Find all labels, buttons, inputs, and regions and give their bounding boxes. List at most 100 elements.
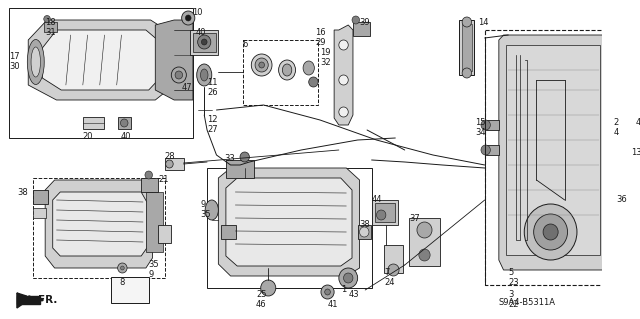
Bar [44, 22, 58, 32]
Text: 14: 14 [478, 18, 488, 27]
Bar [632, 150, 640, 172]
Polygon shape [52, 192, 147, 256]
Text: 5
23: 5 23 [508, 268, 519, 287]
Polygon shape [499, 35, 612, 270]
Bar [207, 168, 372, 288]
Bar [384, 245, 403, 273]
Ellipse shape [282, 64, 292, 76]
Circle shape [481, 120, 490, 130]
Text: 38: 38 [360, 220, 371, 229]
Circle shape [120, 266, 124, 270]
Circle shape [324, 289, 330, 295]
Text: 11
26: 11 26 [207, 78, 218, 97]
Circle shape [616, 120, 626, 130]
Ellipse shape [196, 64, 212, 86]
Polygon shape [218, 168, 360, 276]
Bar [353, 22, 370, 36]
Text: 44: 44 [372, 195, 382, 204]
Circle shape [339, 40, 348, 50]
Polygon shape [42, 30, 160, 90]
Circle shape [632, 122, 640, 138]
Circle shape [120, 119, 128, 127]
Circle shape [616, 145, 626, 155]
Circle shape [524, 204, 577, 260]
Text: 28: 28 [164, 152, 175, 161]
Text: S9A4-B5311A: S9A4-B5311A [499, 298, 556, 307]
Text: 9
35: 9 35 [200, 200, 211, 219]
Text: 42: 42 [636, 118, 640, 127]
Text: 12
27: 12 27 [207, 115, 218, 134]
Ellipse shape [200, 69, 208, 81]
Circle shape [202, 39, 207, 45]
Bar [111, 277, 148, 303]
Bar [374, 203, 396, 222]
Text: 25
46: 25 46 [256, 290, 267, 309]
Circle shape [198, 35, 211, 49]
Bar [621, 207, 628, 221]
Polygon shape [17, 293, 28, 308]
Polygon shape [334, 25, 353, 125]
Circle shape [636, 142, 640, 154]
Text: 10: 10 [192, 8, 202, 17]
Text: 39: 39 [360, 18, 370, 27]
Ellipse shape [28, 40, 44, 85]
Ellipse shape [205, 200, 218, 220]
Bar [243, 40, 318, 105]
Bar [118, 117, 131, 129]
Ellipse shape [259, 62, 264, 68]
Text: 15
34: 15 34 [476, 118, 486, 137]
Text: 35
9: 35 9 [148, 260, 159, 279]
Circle shape [44, 16, 51, 23]
Bar [462, 24, 472, 71]
Text: 19
32: 19 32 [320, 48, 331, 67]
Text: 43: 43 [348, 290, 359, 299]
Circle shape [339, 75, 348, 85]
Circle shape [618, 193, 630, 207]
Bar [158, 225, 172, 243]
Text: 13: 13 [630, 148, 640, 157]
Text: 20: 20 [83, 132, 93, 141]
Bar [141, 178, 158, 192]
Circle shape [481, 145, 490, 155]
Polygon shape [28, 20, 174, 100]
Text: 41: 41 [328, 300, 338, 309]
Circle shape [182, 11, 195, 25]
Bar [358, 225, 371, 239]
Bar [486, 145, 499, 155]
Text: 8: 8 [120, 278, 125, 287]
Text: 2
4: 2 4 [614, 118, 619, 137]
Bar [612, 145, 625, 155]
Circle shape [308, 77, 318, 87]
Text: 33: 33 [224, 154, 235, 163]
Bar [146, 192, 163, 252]
Text: 3
22: 3 22 [508, 290, 519, 309]
Polygon shape [17, 293, 26, 304]
Text: 6: 6 [243, 40, 248, 49]
Text: FR.: FR. [38, 295, 57, 305]
Text: 40: 40 [196, 28, 206, 37]
Polygon shape [156, 20, 193, 100]
Polygon shape [17, 296, 40, 304]
Bar [486, 120, 499, 130]
Polygon shape [226, 178, 352, 266]
Circle shape [145, 171, 152, 179]
Circle shape [344, 273, 353, 283]
Circle shape [240, 152, 250, 162]
Ellipse shape [252, 54, 272, 76]
Ellipse shape [31, 47, 40, 77]
Bar [226, 160, 254, 178]
Bar [33, 190, 48, 204]
Bar [484, 30, 640, 285]
Text: 37: 37 [410, 214, 420, 223]
Bar [10, 8, 193, 138]
Text: 7
24: 7 24 [384, 268, 394, 287]
Text: 16
29: 16 29 [316, 28, 326, 48]
Bar [506, 45, 600, 255]
Circle shape [175, 71, 182, 79]
Bar [221, 225, 236, 239]
Circle shape [543, 224, 558, 240]
Circle shape [321, 285, 334, 299]
Text: 21: 21 [158, 175, 168, 184]
Circle shape [118, 263, 127, 273]
Circle shape [339, 268, 358, 288]
